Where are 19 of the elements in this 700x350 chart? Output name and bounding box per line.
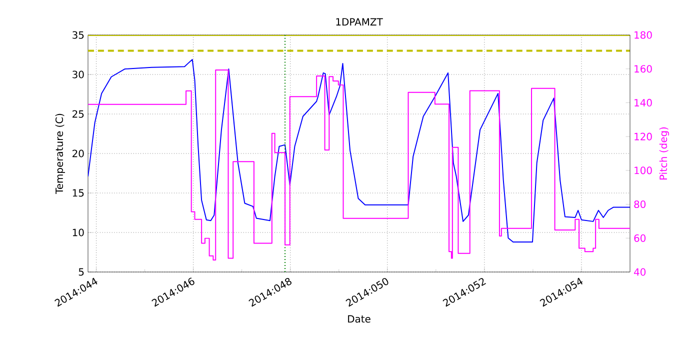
y2-tick-label: 80 (634, 200, 646, 208)
y-tick-label: 35 (72, 31, 84, 39)
y2-tick-label: 160 (634, 65, 652, 73)
y2-tick-label: 60 (634, 234, 646, 242)
y2-tick-label: 120 (634, 132, 652, 140)
y2-tick-label: 140 (634, 98, 652, 106)
y-tick-label: 15 (72, 189, 84, 197)
y-tick-label: 5 (78, 268, 84, 276)
y-axis-title: Temperature (C) (55, 114, 65, 194)
y-tick-label: 20 (72, 150, 84, 158)
y2-tick-label: 100 (634, 166, 652, 174)
y-tick-label: 10 (72, 228, 84, 236)
chart-title: 1DPAMZT (336, 18, 383, 26)
y2-tick-label: 180 (634, 31, 652, 39)
y2-axis-title: Pitch (deg) (659, 127, 670, 180)
y2-tick-label: 40 (634, 268, 646, 276)
x-axis-title: Date (348, 315, 370, 323)
y-tick-label: 30 (72, 70, 84, 78)
y-tick-label: 25 (72, 110, 84, 118)
